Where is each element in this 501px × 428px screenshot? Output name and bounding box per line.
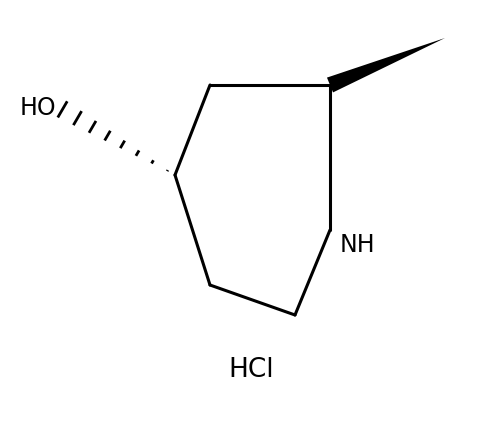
Text: HCl: HCl: [228, 357, 273, 383]
Text: NH: NH: [339, 233, 375, 257]
Polygon shape: [326, 38, 444, 92]
Text: HO: HO: [20, 96, 57, 120]
